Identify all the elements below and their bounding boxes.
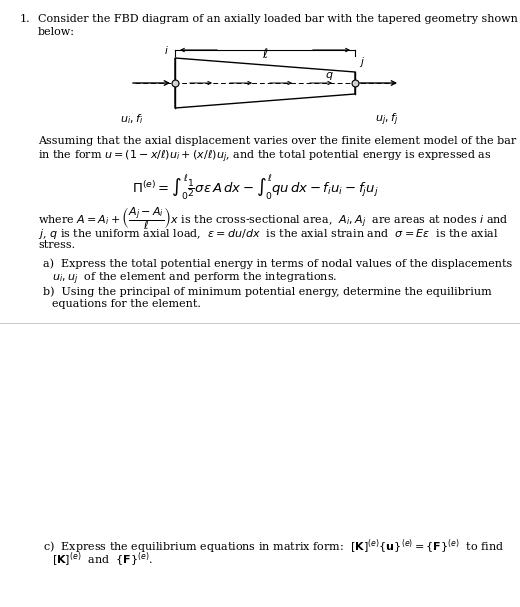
Text: $j$: $j$ <box>359 55 365 69</box>
Text: stress.: stress. <box>38 240 75 250</box>
Text: $q$: $q$ <box>325 70 334 82</box>
Text: $\ell$: $\ell$ <box>262 47 268 61</box>
Text: $u_i, f_i$: $u_i, f_i$ <box>120 112 143 126</box>
Text: 1.: 1. <box>20 14 31 24</box>
Text: in the form $u=(1-x/\ell)u_i+(x/\ell)u_j$, and the total potential energy is exp: in the form $u=(1-x/\ell)u_i+(x/\ell)u_j… <box>38 149 492 165</box>
Text: b)  Using the principal of minimum potential energy, determine the equilibrium: b) Using the principal of minimum potent… <box>43 286 492 297</box>
Text: $u_j, f_j$: $u_j, f_j$ <box>375 112 398 129</box>
Text: equations for the element.: equations for the element. <box>52 299 201 309</box>
Text: Assuming that the axial displacement varies over the finite element model of the: Assuming that the axial displacement var… <box>38 136 516 146</box>
Text: Consider the FBD diagram of an axially loaded bar with the tapered geometry show: Consider the FBD diagram of an axially l… <box>38 14 518 24</box>
Text: c)  Express the equilibrium equations in matrix form:  $[\mathbf{K}]^{(e)}\{\mat: c) Express the equilibrium equations in … <box>43 537 504 555</box>
Text: $[\mathbf{K}]^{(e)}$  and  $\{\mathbf{F}\}^{(e)}$.: $[\mathbf{K}]^{(e)}$ and $\{\mathbf{F}\}… <box>52 551 153 569</box>
Text: a)  Express the total potential energy in terms of nodal values of the displacem: a) Express the total potential energy in… <box>43 258 512 268</box>
Text: where $A = A_i + \left(\dfrac{A_j - A_i}{\ell}\right)x$ is the cross-sectional a: where $A = A_i + \left(\dfrac{A_j - A_i}… <box>38 205 509 232</box>
Polygon shape <box>175 58 355 108</box>
Text: $i$: $i$ <box>164 44 169 56</box>
Text: $u_i, u_j$  of the element and perform the integrations.: $u_i, u_j$ of the element and perform th… <box>52 271 337 287</box>
Text: $j$, $q$ is the uniform axial load,  $\varepsilon = du/dx$  is the axial strain : $j$, $q$ is the uniform axial load, $\va… <box>38 227 499 241</box>
Text: below:: below: <box>38 27 75 37</box>
Text: $\Pi^{(e)} = \int_0^\ell \frac{1}{2}\sigma\varepsilon\, A\,dx - \int_0^\ell qu\,: $\Pi^{(e)} = \int_0^\ell \frac{1}{2}\sig… <box>132 172 379 201</box>
